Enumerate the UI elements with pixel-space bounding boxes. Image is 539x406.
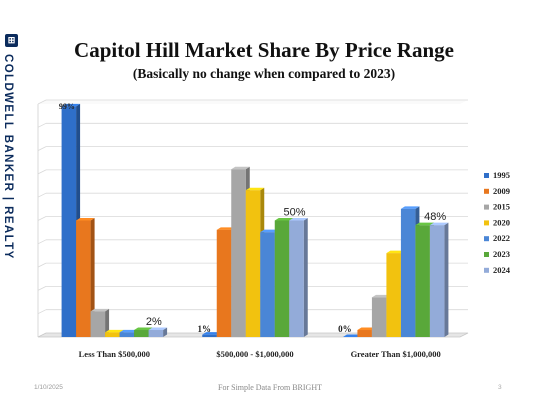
legend-swatch-2009 [484,188,489,194]
legend-swatch-2023 [484,252,489,257]
coldwell-banker-logo-icon: ⊞ [5,34,18,47]
bar-top-2024-1 [289,218,308,221]
bar-top-2015-2 [371,294,391,298]
bar-side-2009-0 [90,218,95,337]
chart-title: Capitol Hill Market Share By Price Range [74,38,454,62]
bar-2020-0 [105,332,120,337]
legend-label-2020: 2020 [493,217,510,227]
plot-top-edge [38,100,468,104]
footer-source: For Simple Data From BRIGHT [218,383,322,392]
brand-strip: ⊞ COLDWELL BANKER | REALTY [0,0,24,406]
gridline-depth [37,216,47,221]
x-tick-label: Less Than $500,000 [79,349,150,359]
legend-label-2024: 2024 [493,265,511,275]
bar-top-2015-0 [90,308,110,312]
gridline-depth [37,309,47,315]
bar-2023-2 [415,225,430,337]
gridline-depth [37,169,47,175]
bar-2023-0 [134,330,149,337]
bar-top-2023-2 [415,222,434,226]
legend-label-2023: 2023 [493,249,510,259]
bar-2020-2 [386,253,401,337]
bar-side-2024-0 [163,327,168,337]
bar-top-2020-2 [386,250,405,254]
legend-swatch-1995 [484,173,489,178]
bar-top-2015-1 [231,166,250,170]
legend-label-2022: 2022 [493,233,510,243]
bar-2023-1 [274,220,290,337]
bar-2022-2 [400,208,416,337]
legend-label-1995: 1995 [493,170,510,180]
bar-2015-1 [231,169,246,337]
bar-top-2009-1 [216,227,236,230]
chart-subtitle: (Basically no change when compared to 20… [132,66,396,81]
bar-top-1995-1 [202,332,221,335]
legend-swatch-2020 [484,220,489,226]
bar-top-2023-0 [134,327,153,331]
data-label: 1% [198,324,212,334]
brand-name: COLDWELL BANKER | REALTY [2,54,14,260]
x-tick-label: $500,000 - $1,000,000 [216,349,293,359]
gridline-depth [37,286,47,291]
bar-2009-1 [216,229,232,337]
bar-top-1995-0 [61,103,81,107]
bar-top-2024-2 [429,222,449,226]
footer-date: 1/10/2025 [34,384,63,391]
gridline-depth [37,122,47,128]
bar-2009-0 [76,220,91,337]
gridline-depth [37,262,47,268]
data-label: 50% [283,207,305,219]
footer-page-number: 3 [498,384,502,391]
bar-2024-2 [429,225,445,337]
bar-top-2022-1 [260,229,279,233]
gridline-depth [37,146,47,151]
bar-2020-1 [245,190,261,337]
legend-label-2009: 2009 [493,186,510,196]
bar-top-2020-1 [245,187,265,191]
gridline-depth [37,99,47,105]
bar-top-1995-2 [342,334,362,337]
legend-label-2015: 2015 [493,202,510,212]
bar-top-2024-0 [148,327,168,331]
bar-top-2022-2 [400,206,420,209]
data-label: 48% [424,211,446,223]
bar-top-2022-0 [119,329,139,333]
bar-2022-1 [260,232,275,337]
bar-top-2020-0 [105,329,124,333]
bar-1995-1 [202,334,217,337]
bar-top-2009-0 [76,218,95,221]
gridline-depth [37,192,47,198]
bar-top-2023-1 [274,218,294,221]
legend-swatch-2022 [484,236,489,242]
bar-2024-0 [148,330,164,337]
legend-swatch-2024 [484,267,489,273]
bar-1995-0 [61,106,77,337]
bar-2009-2 [357,330,372,337]
gridline-depth [37,239,47,245]
bar-2015-2 [371,297,387,337]
bar-side-2015-0 [105,308,110,337]
bar-2024-1 [289,220,304,337]
bar-top-2009-2 [357,327,376,331]
bar-side-2024-1 [303,218,308,337]
data-label: 2% [146,316,162,328]
data-label: 99% [59,102,75,111]
bar-2015-0 [90,311,106,337]
x-tick-label: Greater Than $1,000,000 [351,349,441,359]
data-label: 0% [338,324,352,334]
bar-side-2024-2 [444,222,449,337]
bar-2022-0 [119,332,135,337]
legend-swatch-2015 [484,204,489,210]
